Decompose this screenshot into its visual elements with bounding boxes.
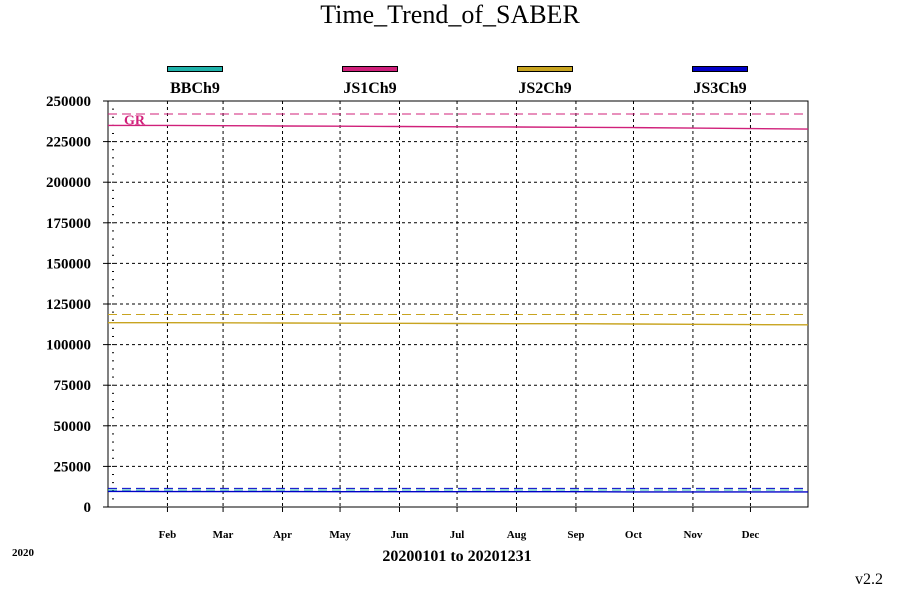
year-label: 2020 [12,547,34,559]
y-tick-label: 100000 [46,338,91,354]
legend-label: JS2Ch9 [518,80,572,97]
series-line-js1ch9 [108,124,809,130]
x-tick-label: Nov [683,529,702,541]
x-tick-label: Mar [213,529,234,541]
legend-swatch [342,66,398,72]
legend-item-js1ch9: JS1Ch9 [300,66,440,98]
x-tick-label: Sep [567,529,584,541]
y-tick-label: 25000 [54,459,92,475]
legend-label: BBCh9 [170,80,220,97]
y-tick-label: 200000 [46,175,91,191]
legend-swatch [517,66,573,72]
x-tick-label: Dec [742,529,760,541]
series-line-js3ch9 [107,490,808,493]
x-tick-label: Jul [450,529,465,541]
x-tick-label: Oct [625,529,642,541]
x-tick-label: Aug [507,529,527,541]
legend-label: JS1Ch9 [343,80,397,97]
y-tick-label: 75000 [54,378,92,394]
legend-label: JS3Ch9 [693,80,747,97]
y-tick-label: 175000 [46,216,91,232]
y-tick-label: 125000 [46,297,91,313]
y-tick-label: 50000 [54,419,92,435]
version-label: v2.2 [855,571,883,588]
x-tick-label: Feb [159,529,177,541]
legend-item-js3ch9: JS3Ch9 [650,66,790,98]
x-tick-label: Jun [391,529,409,541]
legend-item-bbch9: BBCh9 [125,66,265,98]
legend-item-js2ch9: JS2Ch9 [475,66,615,98]
chart-title: Time_Trend_of_SABER [320,0,580,29]
x-tick-label: Apr [273,529,292,541]
annotation-label: GR [124,113,146,128]
x-tick-label: May [329,529,351,541]
y-tick-label: 0 [84,500,92,516]
legend-swatch [692,66,748,72]
legend-swatch [167,66,223,72]
y-tick-label: 250000 [46,94,91,110]
y-tick-label: 150000 [46,256,91,272]
x-axis-label: 20200101 to 20201231 [382,548,532,565]
series-line-js2ch9 [108,322,809,326]
y-tick-label: 225000 [46,135,91,151]
